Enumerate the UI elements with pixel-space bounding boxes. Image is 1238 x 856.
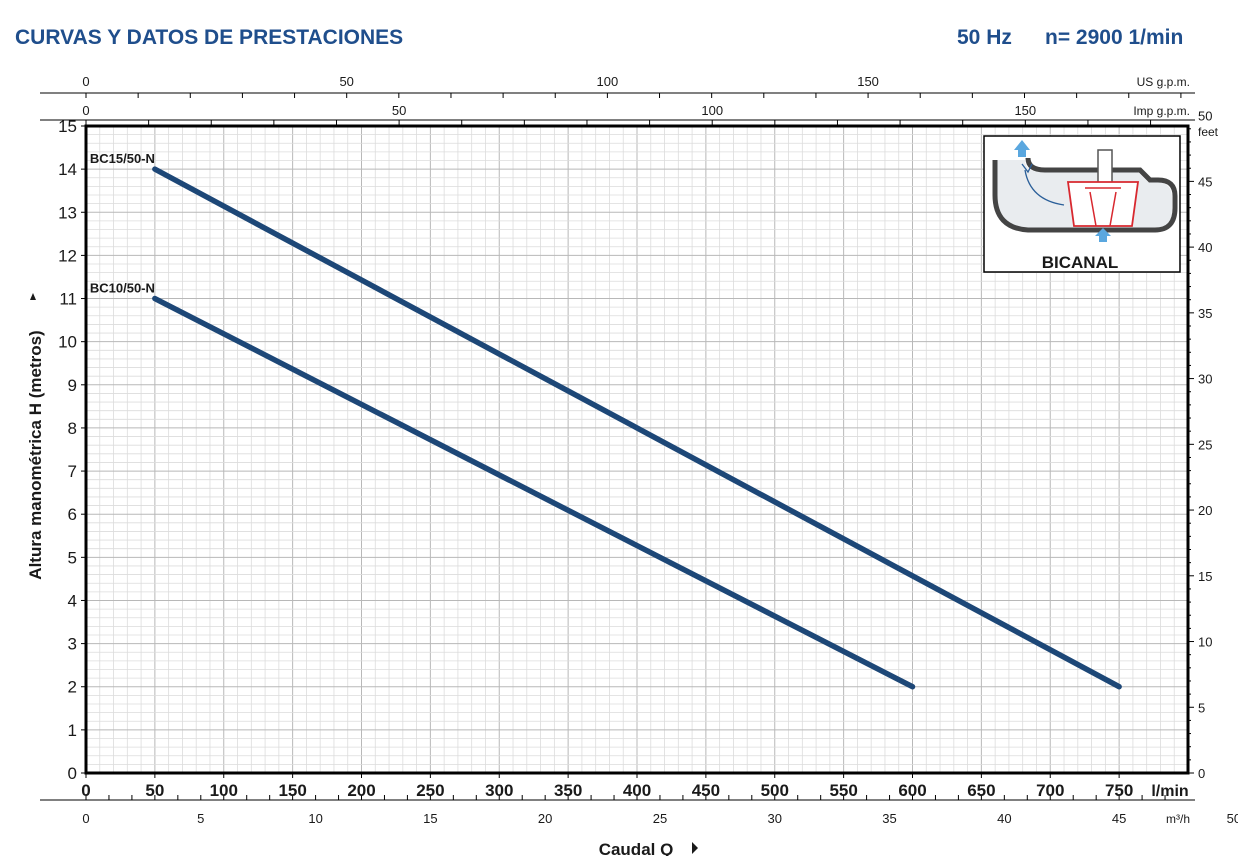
us-gpm-tick-label: 100 — [597, 74, 619, 89]
imp-gpm-tick-label: 0 — [82, 103, 89, 118]
x-tick-label: 450 — [692, 781, 720, 800]
axis-labels: 0 50 100 150 200 250 300 350 400 450 500 550 600 650 7… — [26, 74, 1238, 856]
x-tick-label: 0 — [81, 781, 90, 800]
x-tick-label: 700 — [1036, 781, 1064, 800]
y-tick-label: 11 — [59, 290, 77, 309]
imp-gpm-tick-label: 150 — [1014, 103, 1036, 118]
feet-tick-label: 50 — [1198, 109, 1212, 124]
m3h-tick-label: 45 — [1112, 811, 1126, 826]
m3h-tick-label: 30 — [768, 811, 782, 826]
m3h-unit-label: m³/h — [1166, 812, 1190, 826]
m3h-tick-label: 15 — [423, 811, 437, 826]
y-tick-label: 0 — [68, 764, 77, 783]
axis-ticks — [40, 92, 1195, 801]
us-gpm-tick-label: 0 — [82, 74, 89, 89]
inset-label: BICANAL — [1042, 253, 1119, 272]
series-line-0 — [152, 166, 1122, 690]
y-tick-label: 7 — [68, 462, 77, 481]
frequency-label: 50 Hz — [957, 26, 1012, 49]
feet-tick-label: 5 — [1198, 700, 1205, 715]
m3h-tick-label: 50 — [1227, 811, 1238, 826]
x-axis-arrow-icon — [692, 842, 698, 854]
x-tick-label: 550 — [829, 781, 857, 800]
y-tick-label: 6 — [68, 505, 77, 524]
imp-gpm-tick-label: 100 — [701, 103, 723, 118]
y-tick-label: 4 — [68, 591, 77, 610]
feet-unit-label: feet — [1198, 125, 1219, 139]
x-tick-label: 650 — [967, 781, 995, 800]
y-tick-label: 9 — [68, 376, 77, 395]
x-tick-label: 500 — [761, 781, 789, 800]
y-tick-label: 8 — [68, 419, 77, 438]
x-tick-label: 150 — [278, 781, 306, 800]
x-tick-label: 600 — [898, 781, 926, 800]
feet-tick-label: 35 — [1198, 306, 1212, 321]
y-tick-label: 1 — [68, 721, 77, 740]
m3h-tick-label: 20 — [538, 811, 552, 826]
series-label-1: BC10/50-N — [90, 281, 155, 296]
x-tick-label: 300 — [485, 781, 513, 800]
x-tick-label: 350 — [554, 781, 582, 800]
y-tick-label: 14 — [58, 160, 77, 179]
m3h-tick-label: 10 — [308, 811, 322, 826]
feet-tick-label: 30 — [1198, 372, 1212, 387]
x-tick-label: 400 — [623, 781, 651, 800]
us-gpm-unit-label: US g.p.m. — [1137, 75, 1190, 89]
y-tick-label: 10 — [58, 333, 77, 352]
feet-tick-label: 25 — [1198, 437, 1212, 452]
x-axis-title: Caudal Q — [599, 840, 674, 856]
x-unit-label: l/min — [1151, 783, 1188, 800]
feet-tick-label: 45 — [1198, 174, 1212, 189]
x-tick-label: 750 — [1105, 781, 1133, 800]
m3h-tick-label: 35 — [882, 811, 896, 826]
feet-tick-label: 20 — [1198, 503, 1212, 518]
y-tick-label: 15 — [58, 117, 77, 136]
x-tick-label: 250 — [416, 781, 444, 800]
feet-tick-label: 15 — [1198, 569, 1212, 584]
bicanal-inset: BICANAL — [983, 135, 1181, 273]
m3h-tick-label: 0 — [82, 811, 89, 826]
y-axis-title: Altura manométrica H (metros) — [26, 330, 45, 579]
speed-label: n= 2900 1/min — [1045, 26, 1184, 49]
imp-gpm-unit-label: Imp g.p.m. — [1133, 104, 1190, 118]
chart-series: BC15/50-N BC10/50-N — [90, 151, 1122, 690]
imp-gpm-tick-label: 50 — [392, 103, 406, 118]
y-tick-label: 2 — [68, 678, 77, 697]
us-gpm-tick-label: 150 — [857, 74, 879, 89]
series-label-0: BC15/50-N — [90, 151, 155, 166]
chart-grid — [85, 125, 1189, 774]
feet-tick-label: 10 — [1198, 635, 1212, 650]
y-tick-label: 13 — [58, 203, 77, 222]
x-tick-label: 200 — [347, 781, 375, 800]
series-line-1 — [152, 295, 916, 690]
x-tick-label: 100 — [210, 781, 238, 800]
feet-tick-label: 40 — [1198, 240, 1212, 255]
y-tick-label: 3 — [68, 635, 77, 654]
m3h-tick-label: 5 — [197, 811, 204, 826]
feet-tick-label: 0 — [1198, 766, 1205, 781]
x-tick-label: 50 — [145, 781, 164, 800]
m3h-tick-label: 40 — [997, 811, 1011, 826]
page-title: CURVAS Y DATOS DE PRESTACIONES — [15, 26, 404, 49]
y-tick-label: 5 — [68, 548, 77, 567]
us-gpm-tick-label: 50 — [339, 74, 353, 89]
y-axis-arrow-icon — [30, 293, 36, 300]
y-tick-label: 12 — [58, 246, 77, 265]
m3h-tick-label: 25 — [653, 811, 667, 826]
